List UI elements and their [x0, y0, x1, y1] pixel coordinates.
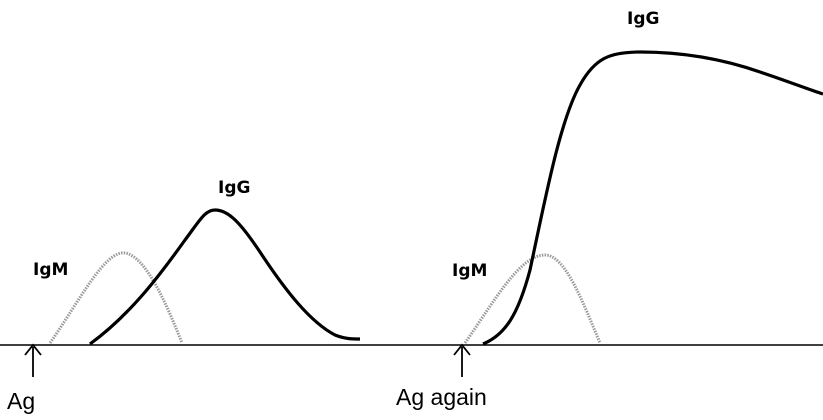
antigen-label-first: Ag — [7, 388, 35, 414]
igm-primary-label: IgM — [33, 260, 68, 280]
igg-secondary-curve — [482, 50, 823, 346]
igm-secondary-label: IgM — [452, 261, 487, 281]
igm-primary-curve — [48, 251, 184, 344]
antigen-arrow-first — [24, 343, 42, 377]
igg-primary-curve — [89, 208, 361, 346]
antigen-arrow-second — [453, 343, 471, 377]
igg-secondary-label: IgG — [627, 9, 659, 29]
igm-secondary-curve — [463, 253, 602, 344]
antigen-label-second: Ag again — [396, 384, 487, 410]
igg-primary-label: IgG — [218, 178, 250, 198]
